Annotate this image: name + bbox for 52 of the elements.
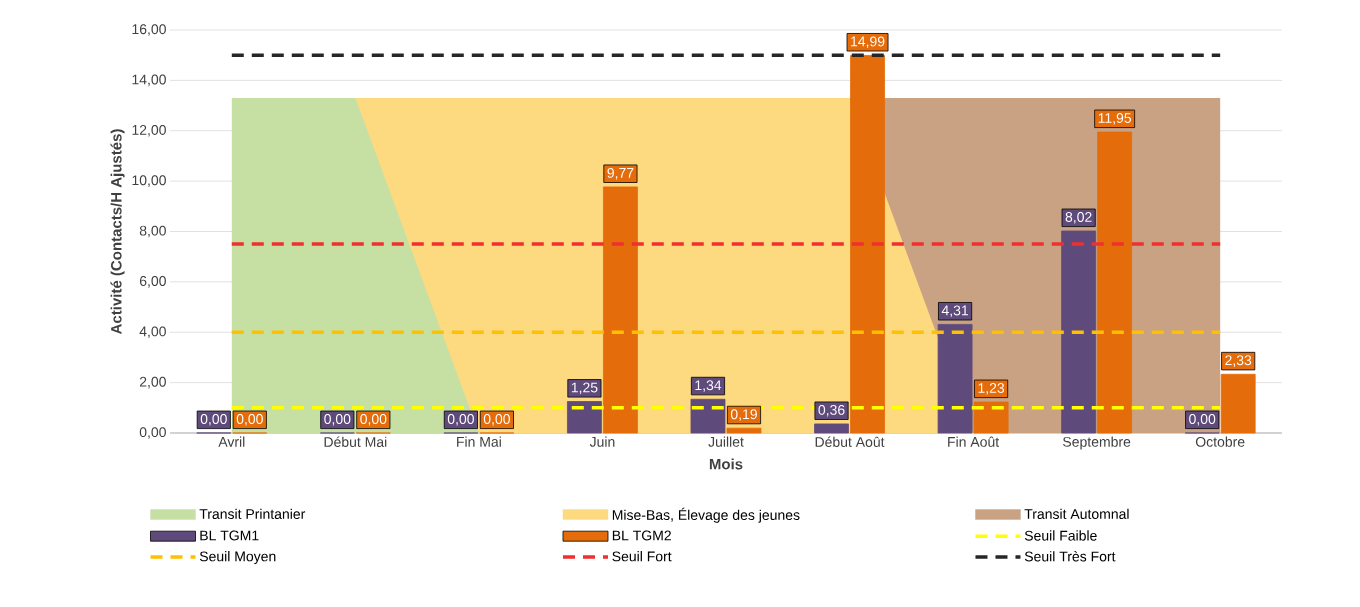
x-tick-label: Début Août: [815, 436, 885, 447]
x-tick-label: Début Mai: [324, 436, 387, 447]
x-tick-label: Avril: [218, 436, 245, 447]
data-label: 4,31: [941, 305, 969, 318]
data-label: 0,00: [447, 414, 474, 426]
data-label: 1,25: [571, 382, 598, 395]
data-label: 0,00: [236, 414, 263, 426]
x-tick-label: Juillet: [708, 436, 744, 447]
data-label: 0,36: [818, 404, 845, 417]
x-tick-label: Fin Mai: [457, 436, 501, 447]
bar: [850, 55, 885, 434]
bar: [603, 186, 638, 434]
y-tick-label: 2,00: [139, 376, 166, 389]
legend-label: Seuil Faible: [1024, 530, 1097, 541]
data-label: 11,95: [1098, 113, 1132, 125]
legend-label: BL TGM1: [200, 530, 259, 541]
y-tick-label: 14,00: [132, 74, 166, 87]
x-tick-label: Fin Août: [948, 436, 1000, 447]
x-tick-label: Septembre: [1063, 436, 1131, 450]
bar: [814, 423, 849, 434]
y-tick-label: 0,00: [139, 427, 166, 439]
data-label: 0,00: [200, 414, 227, 426]
data-label: 1,34: [695, 380, 722, 392]
y-tick-label: 10,00: [132, 175, 166, 187]
y-tick-label: 12,00: [132, 124, 166, 137]
y-tick-label: 8,00: [139, 225, 166, 238]
data-label: 0,00: [483, 414, 510, 426]
data-label: 9,77: [607, 167, 634, 180]
bar: [567, 401, 602, 434]
x-tick-label: Juin: [589, 436, 615, 447]
data-label: 0,19: [730, 409, 757, 421]
legend-label: Seuil Moyen: [199, 551, 276, 565]
y-axis-title: Activité (Contacts/H Ajustés): [110, 129, 125, 335]
x-tick-label: Octobre: [1195, 436, 1245, 447]
legend-label: Transit Printanier: [199, 508, 306, 519]
data-label: 0,00: [324, 414, 351, 426]
data-label: 14,99: [851, 36, 885, 49]
data-label: 8,02: [1065, 212, 1092, 224]
legend-label: Transit Automnal: [1024, 508, 1129, 519]
data-label: 1,23: [978, 383, 1005, 395]
y-tick-label: 6,00: [139, 276, 166, 288]
legend-label: BL TGM2: [612, 530, 671, 541]
x-axis-title: Mois: [709, 458, 743, 470]
y-tick-label: 16,00: [132, 24, 166, 36]
data-label: 0,00: [1189, 414, 1216, 426]
y-tick-label: 4,00: [139, 326, 166, 339]
bar: [937, 324, 973, 434]
legend-label: Seuil Très Fort: [1024, 550, 1116, 562]
legend-label: Seuil Fort: [612, 551, 672, 562]
data-label: 2,33: [1225, 355, 1252, 367]
data-label: 0,00: [360, 414, 387, 426]
legend-label: Mise-Bas, Élevage des jeunes: [612, 507, 800, 523]
